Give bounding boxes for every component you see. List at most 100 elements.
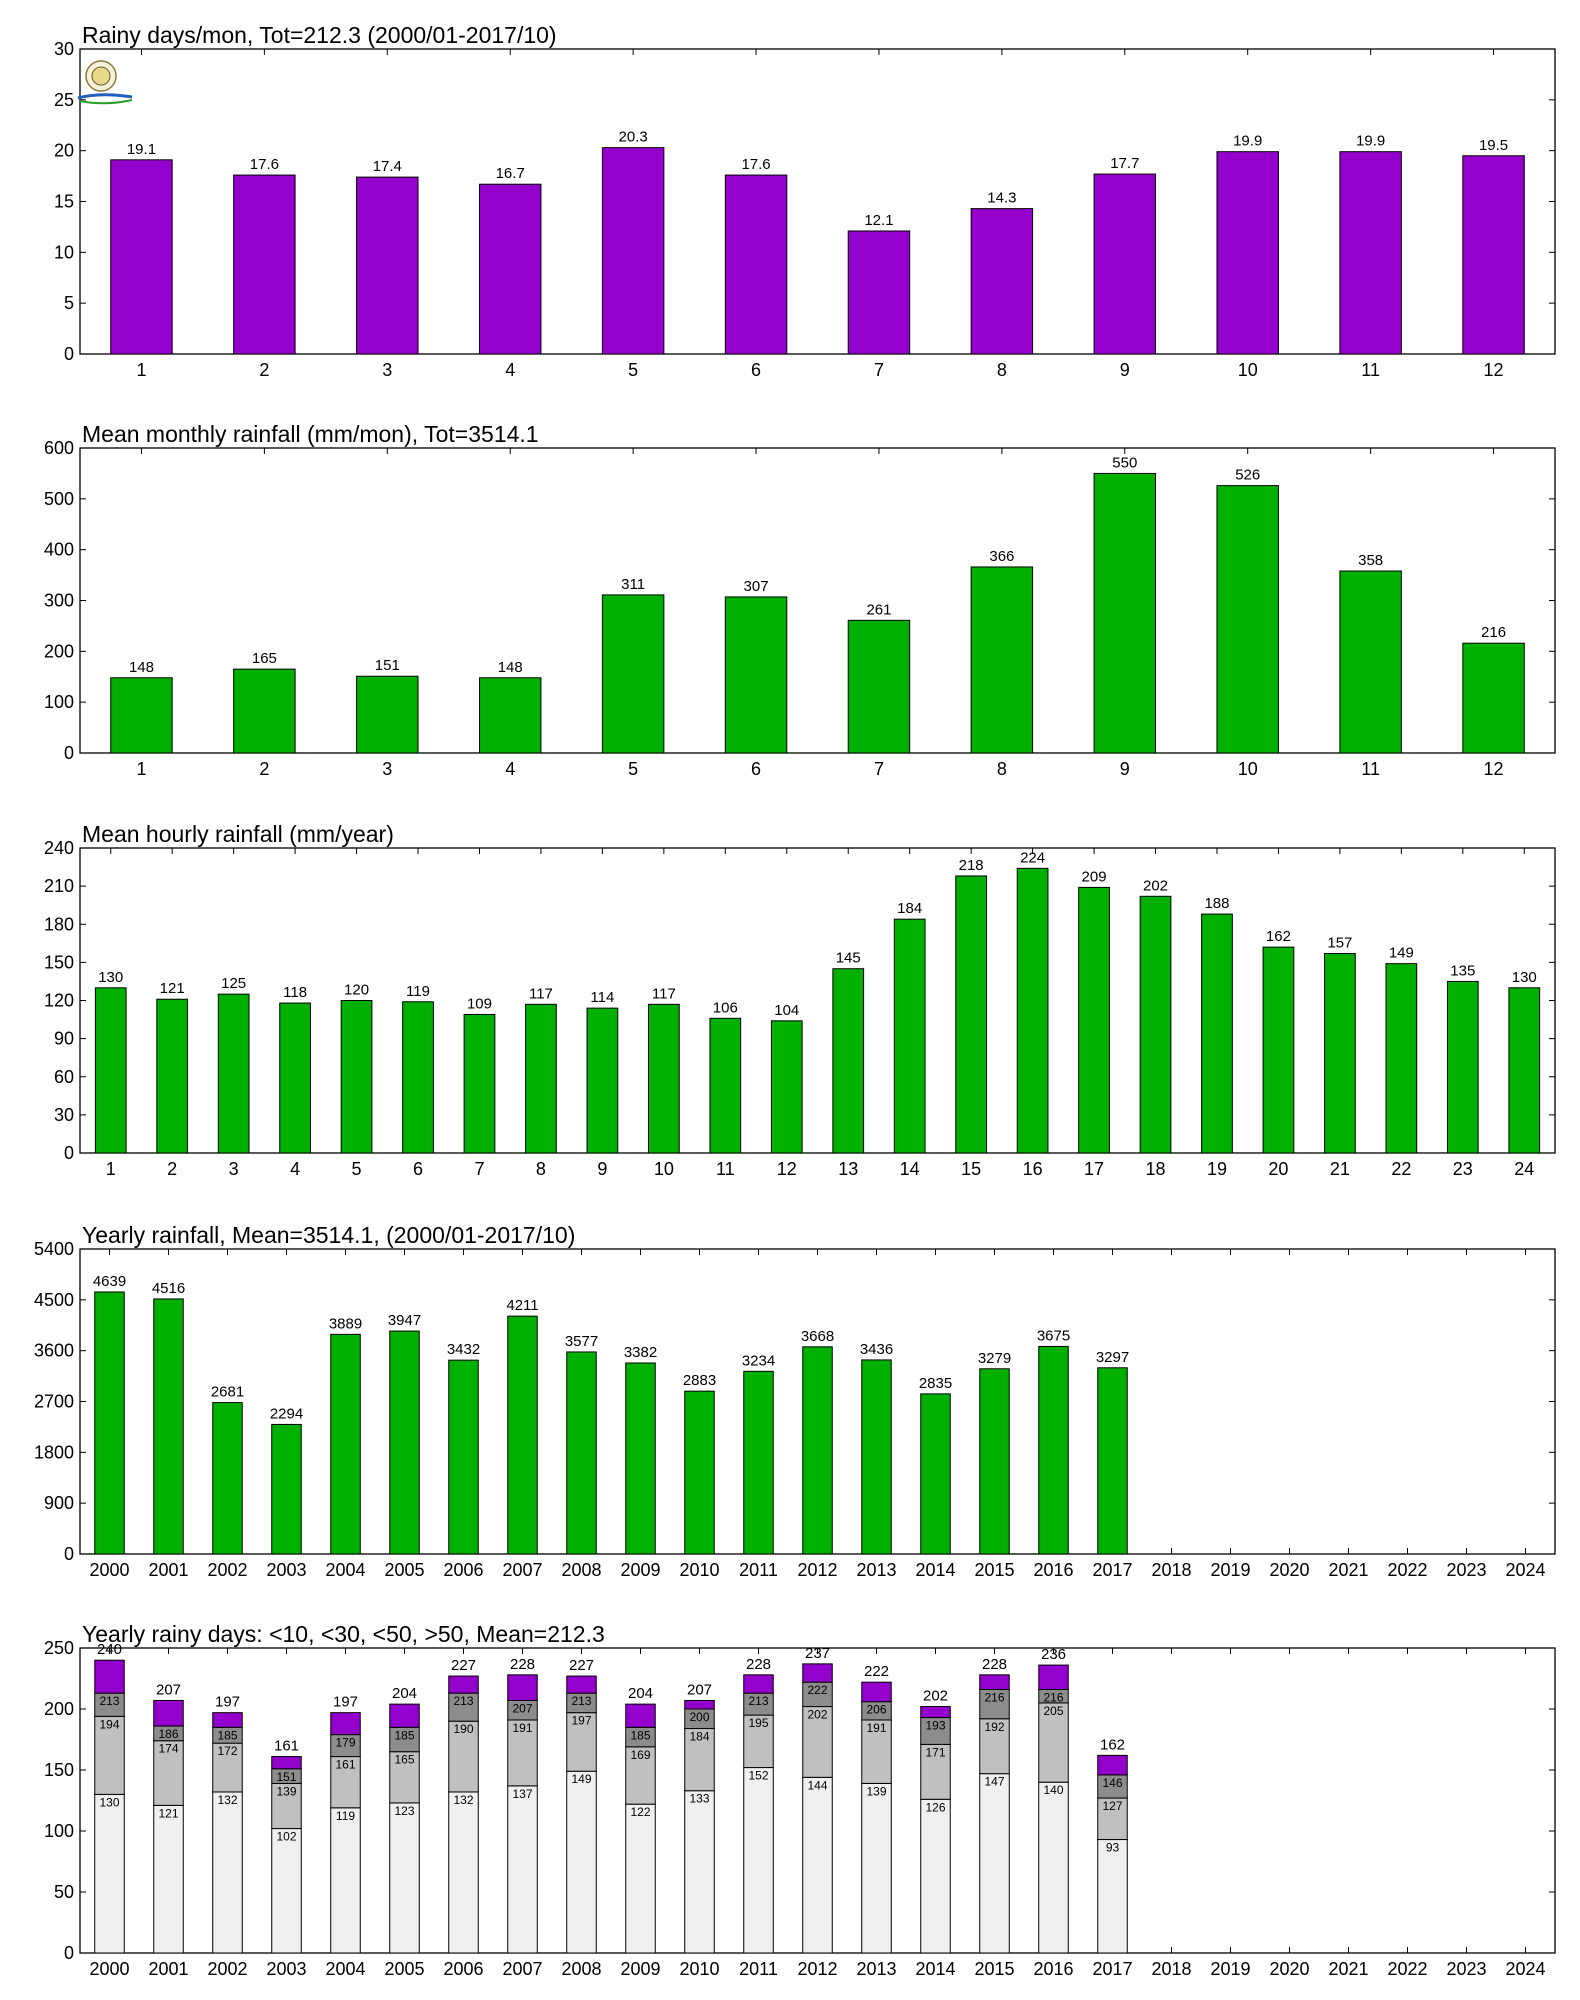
segment-value-label: 190 (453, 1722, 473, 1736)
bar-value-label: 12.1 (864, 212, 893, 229)
bar-value-label: 149 (1389, 945, 1414, 962)
bar-value-label: 157 (1327, 934, 1352, 951)
x-tick-label: 2002 (207, 1560, 247, 1580)
bar-value-label: 120 (344, 982, 369, 999)
bar-value-label: 188 (1204, 895, 1229, 912)
segment-value-label: 172 (217, 1744, 237, 1758)
x-tick-label: 3 (382, 759, 392, 779)
bar-2003 (271, 1423, 302, 1555)
bar-value-label: 17.6 (741, 156, 770, 173)
x-tick-label: 19 (1207, 1159, 1227, 1179)
y-tick-label: 150 (44, 1760, 74, 1780)
y-tick-label: 0 (64, 1544, 74, 1564)
bar-9 (586, 1007, 619, 1154)
bar-11 (709, 1017, 742, 1154)
stack-segment-2001-1 (153, 1804, 184, 1954)
x-tick-label: 2011 (739, 1560, 778, 1580)
stack-segment-2016-1 (1038, 1781, 1069, 1954)
stack-segment-2003-4 (271, 1756, 302, 1770)
segment-value-label: 121 (158, 1806, 178, 1820)
bar-value-label: 109 (467, 995, 492, 1012)
y-tick-label: 400 (44, 540, 74, 560)
segment-value-label: 161 (335, 1758, 355, 1772)
bar-3 (217, 993, 250, 1154)
plot-frame (79, 447, 1556, 754)
x-tick-label: 13 (838, 1159, 858, 1179)
chart-title: Yearly rainfall, Mean=3514.1, (2000/01-2… (82, 1222, 575, 1248)
stack-segment-2015-2 (979, 1718, 1010, 1775)
segment-value-label: 139 (866, 1784, 886, 1798)
x-tick-label: 2014 (915, 1959, 955, 1979)
stack-segment-2010-2 (684, 1728, 715, 1792)
bar-value-label: 2883 (683, 1372, 716, 1389)
bar-value-label: 202 (1143, 877, 1168, 894)
bar-11 (1339, 570, 1402, 754)
x-tick-label: 2000 (89, 1959, 129, 1979)
bar-value-label: 165 (252, 650, 277, 667)
bar-12 (1462, 155, 1525, 355)
x-tick-label: 2015 (974, 1560, 1014, 1580)
segment-value-label: 171 (925, 1745, 945, 1759)
segment-value-label: 213 (571, 1694, 591, 1708)
bar-6 (724, 174, 788, 355)
bar-value-label: 526 (1235, 467, 1260, 484)
stack-segment-2000-2 (94, 1715, 125, 1795)
x-tick-label: 2020 (1269, 1560, 1309, 1580)
bar-1 (94, 987, 127, 1154)
stack-segment-2009-2 (625, 1746, 656, 1805)
bar-value-label: 3947 (388, 1312, 421, 1329)
stack-segment-2014-4 (920, 1706, 951, 1719)
bar-6 (724, 596, 788, 754)
bar-7 (463, 1013, 496, 1154)
x-tick-label: 15 (961, 1159, 981, 1179)
y-tick-label: 3600 (34, 1341, 74, 1361)
segment-value-label: 169 (630, 1748, 650, 1762)
bar-value-label: 19.5 (1479, 137, 1508, 154)
stack-segment-2008-1 (566, 1770, 597, 1954)
segment-value-label: 126 (925, 1800, 945, 1814)
bar-11 (1339, 151, 1402, 355)
segment-value-label: 191 (866, 1721, 886, 1735)
segment-value-label: 93 (1106, 1841, 1120, 1855)
x-tick-label: 2 (259, 759, 269, 779)
y-tick-label: 1800 (34, 1442, 74, 1462)
segment-value-label: 205 (1043, 1704, 1063, 1718)
y-tick-label: 60 (54, 1067, 74, 1087)
x-tick-label: 2013 (856, 1560, 896, 1580)
y-tick-label: 10 (54, 242, 74, 262)
segment-value-label: 192 (984, 1720, 1004, 1734)
stack-segment-2001-2 (153, 1740, 184, 1806)
x-tick-label: 2002 (207, 1959, 247, 1979)
segment-value-label: 179 (335, 1736, 355, 1750)
bar-21 (1324, 952, 1356, 1154)
bar-value-label: 3432 (447, 1341, 480, 1358)
bar-2011 (743, 1370, 774, 1555)
x-tick-label: 2003 (266, 1959, 306, 1979)
total-value-label: 207 (156, 1681, 181, 1698)
stack-segment-2011-1 (743, 1767, 774, 1954)
bar-value-label: 550 (1112, 454, 1137, 471)
bar-value-label: 4211 (506, 1297, 538, 1314)
chart-panel-1: Rainy days/mon, Tot=212.3 (2000/01-2017/… (54, 22, 1556, 380)
bar-value-label: 17.4 (373, 158, 402, 175)
chart-panel-5: Yearly rainy days: <10, <30, <50, >50, M… (44, 1621, 1556, 1979)
stack-segment-2009-4 (625, 1703, 656, 1728)
segment-value-label: 185 (217, 1728, 237, 1742)
x-tick-label: 2000 (89, 1560, 129, 1580)
x-tick-label: 2001 (148, 1560, 188, 1580)
bar-14 (893, 918, 926, 1154)
y-tick-label: 30 (54, 39, 74, 59)
y-tick-label: 25 (54, 90, 74, 110)
bar-4 (279, 1002, 311, 1154)
stack-segment-2016-2 (1038, 1702, 1069, 1783)
stack-segment-2006-1 (448, 1791, 479, 1954)
stack-segment-2005-1 (389, 1802, 420, 1954)
x-tick-label: 2012 (797, 1959, 837, 1979)
bar-value-label: 130 (98, 969, 123, 986)
bar-value-label: 2294 (270, 1405, 303, 1422)
bar-12 (1462, 642, 1525, 754)
x-tick-label: 8 (536, 1159, 546, 1179)
bar-value-label: 3889 (329, 1315, 362, 1332)
x-tick-label: 2018 (1151, 1560, 1191, 1580)
y-tick-label: 200 (44, 641, 74, 661)
